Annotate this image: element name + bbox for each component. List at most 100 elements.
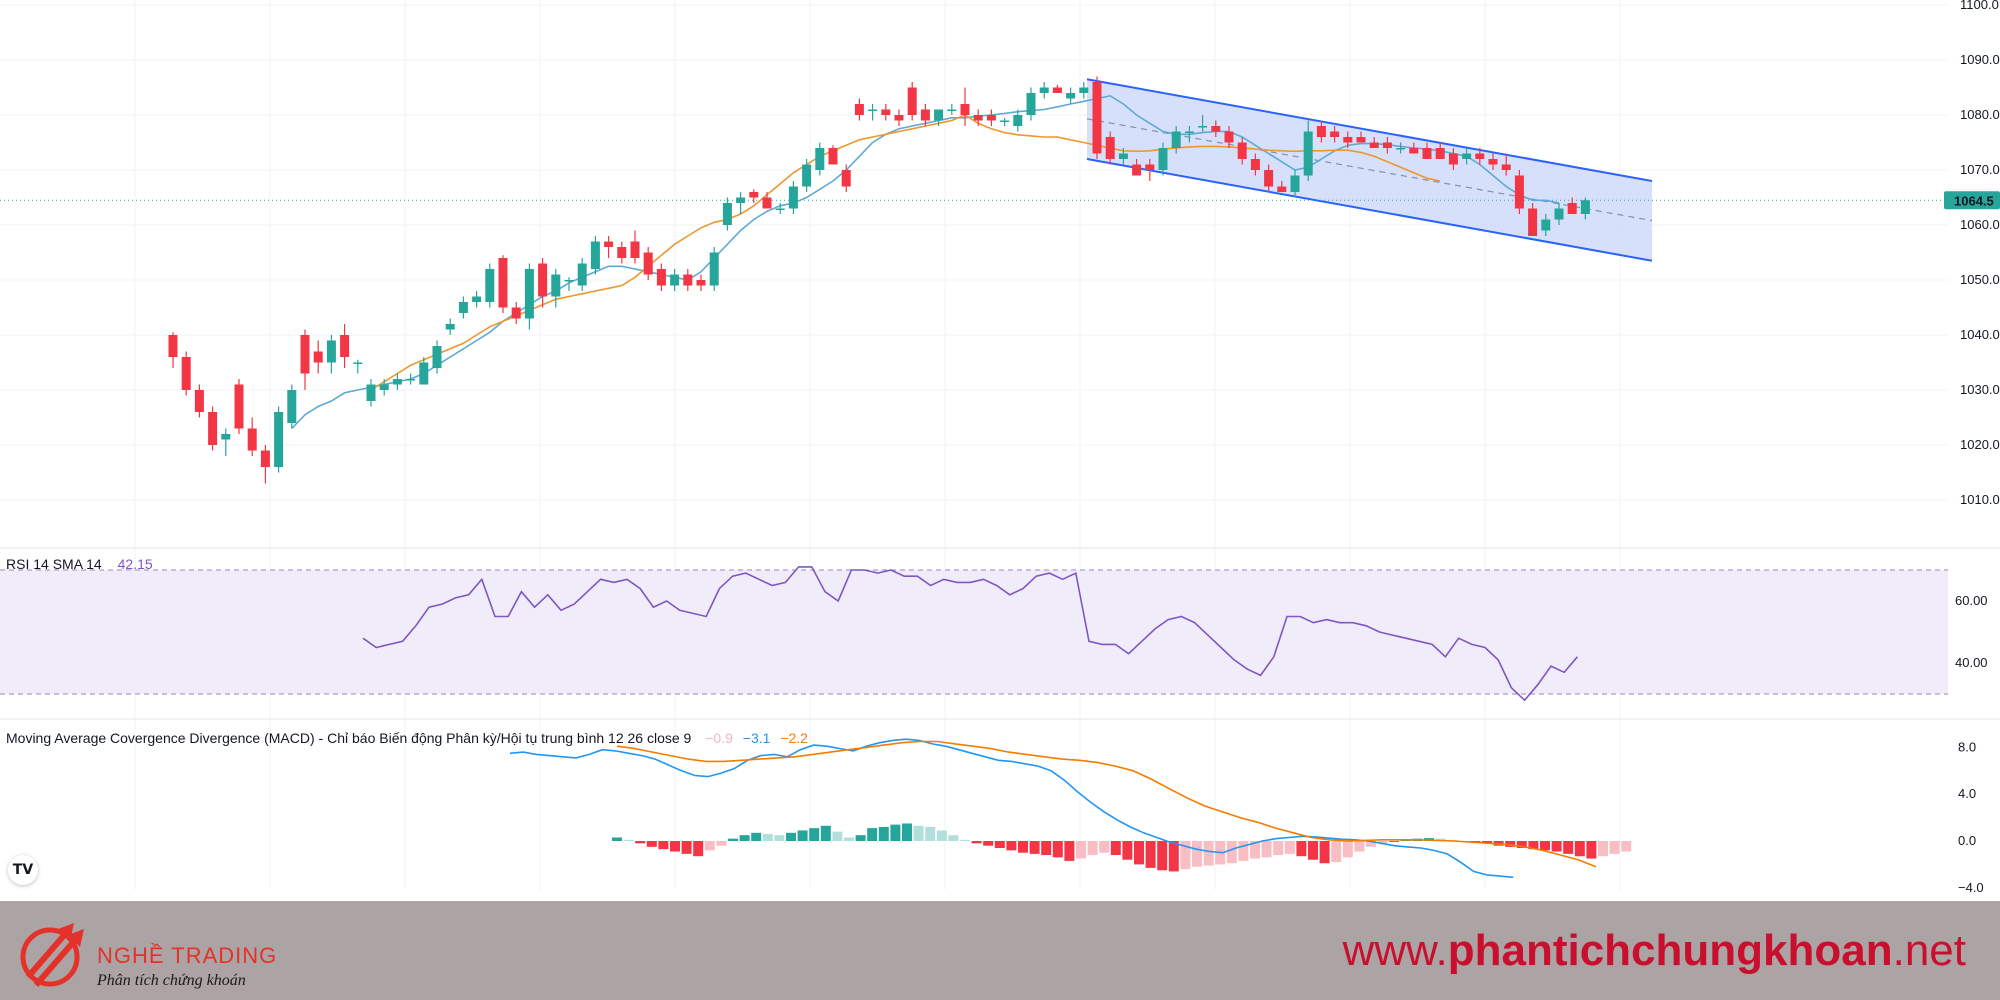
candle — [670, 269, 680, 291]
candle — [366, 379, 376, 407]
macd-histogram-bar — [994, 841, 1005, 849]
candle — [986, 109, 996, 126]
candle — [775, 203, 785, 214]
macd-histogram-bar — [1505, 841, 1516, 847]
macd-histogram-bar — [1389, 841, 1400, 842]
candle — [1264, 164, 1274, 192]
candle — [1514, 170, 1524, 214]
candle-body — [366, 384, 376, 401]
candle — [696, 274, 706, 291]
macd-histogram-bar — [797, 830, 808, 841]
price-tick-label: 1030.0 — [1960, 382, 2000, 397]
macd-histogram-bar — [832, 831, 843, 841]
candle-body — [472, 296, 482, 302]
macd-histogram-bar — [646, 841, 657, 847]
rsi-pane[interactable] — [0, 566, 1948, 702]
candle-body — [1528, 208, 1538, 236]
candle-body — [406, 379, 416, 381]
candle — [1409, 142, 1419, 154]
candle — [406, 373, 416, 385]
macd-tick-label: 8.0 — [1958, 739, 1976, 754]
candle — [1000, 117, 1010, 126]
candle-body — [340, 335, 350, 357]
rsi-line — [362, 566, 1579, 702]
candle — [617, 241, 627, 264]
macd-histogram-bar — [1250, 841, 1260, 859]
website-url[interactable]: www.phantichchungkhoan.net — [1343, 926, 1966, 976]
candle-body — [1567, 203, 1577, 214]
macd-histogram-bar — [693, 841, 704, 857]
price-tick-label: 1020.0 — [1960, 437, 2000, 452]
candle-body — [551, 274, 561, 297]
candle — [353, 359, 363, 374]
macd-histogram-bar — [1621, 841, 1632, 852]
candle — [340, 324, 350, 368]
candle — [419, 357, 429, 385]
candle-body — [907, 87, 917, 115]
macd-histogram-bar — [971, 841, 982, 844]
macd-histogram-bar — [1319, 841, 1330, 864]
candle — [973, 109, 983, 126]
candle-body — [1356, 137, 1366, 143]
tradingview-logo-icon[interactable]: TV — [8, 855, 38, 885]
macd-legend[interactable]: Moving Average Covergence Divergence (MA… — [6, 730, 808, 746]
candle-body — [1237, 142, 1247, 159]
current-price-badge-text: 1064.5 — [1954, 193, 1994, 208]
macd-histogram-bar — [1598, 841, 1608, 857]
candle — [815, 142, 825, 176]
macd-histogram-bar — [1574, 841, 1585, 857]
macd-histogram-bar — [1609, 841, 1620, 854]
candle-body — [1171, 131, 1181, 148]
macd-histogram-bar — [681, 841, 692, 854]
candle-body — [326, 340, 336, 363]
candle-body — [736, 197, 746, 203]
macd-histogram-bar — [1076, 841, 1086, 859]
macd-histogram-bar — [820, 825, 831, 841]
macd-pane[interactable] — [509, 738, 1632, 879]
candle-body — [841, 170, 851, 187]
candle — [498, 255, 508, 313]
macd-histogram-bar — [1563, 841, 1574, 854]
candle-body — [590, 241, 600, 269]
candle-body — [1396, 148, 1406, 150]
candle-body — [458, 302, 468, 313]
candle — [445, 318, 455, 335]
price-axis[interactable]: 1010.0 1020.0 1030.0 1040.0 1050.0 1060.0 1070… — [1944, 0, 2000, 895]
macd-histogram-bar — [1354, 841, 1365, 852]
rsi-legend[interactable]: RSI 14 SMA 14 42.15 — [6, 556, 153, 572]
price-pane[interactable] — [0, 76, 1948, 484]
candle — [1462, 148, 1472, 165]
candle — [511, 302, 521, 324]
candle-body — [260, 450, 270, 467]
trading-chart[interactable]: 1010.0 1020.0 1030.0 1040.0 1050.0 1060.0 1070… — [0, 0, 2000, 901]
macd-histogram-bar — [1342, 841, 1353, 858]
candle — [1145, 159, 1155, 181]
candle — [1422, 142, 1432, 159]
candle — [577, 258, 587, 291]
rsi-legend-title: RSI 14 SMA 14 — [6, 556, 102, 572]
macd-tick-label: 0.0 — [1958, 833, 1976, 848]
candle — [274, 406, 284, 473]
candle — [1356, 131, 1366, 143]
candle — [1184, 126, 1194, 143]
price-tick-label: 1050.0 — [1960, 272, 2000, 287]
price-tick-label: 1100.0 — [1960, 0, 1999, 12]
candle-body — [1475, 153, 1485, 159]
rsi-tick-label: 40.00 — [1955, 655, 1988, 670]
macd-line-value: −3.1 — [742, 730, 771, 746]
candle-body — [538, 263, 548, 297]
price-tick-label: 1060.0 — [1960, 217, 2000, 232]
candle-body — [1039, 87, 1049, 93]
candle — [1092, 76, 1102, 159]
macd-hist-value: −0.9 — [705, 730, 733, 746]
candle-body — [986, 115, 996, 121]
macd-histogram-bar — [716, 841, 727, 846]
candle — [1567, 197, 1577, 214]
candle-body — [1079, 87, 1089, 93]
candle-body — [762, 197, 772, 209]
macd-histogram-bar — [1029, 841, 1040, 854]
candle-body — [828, 148, 838, 165]
macd-histogram-bar — [1528, 841, 1539, 850]
candle-body — [670, 274, 680, 286]
candle — [1066, 87, 1076, 104]
